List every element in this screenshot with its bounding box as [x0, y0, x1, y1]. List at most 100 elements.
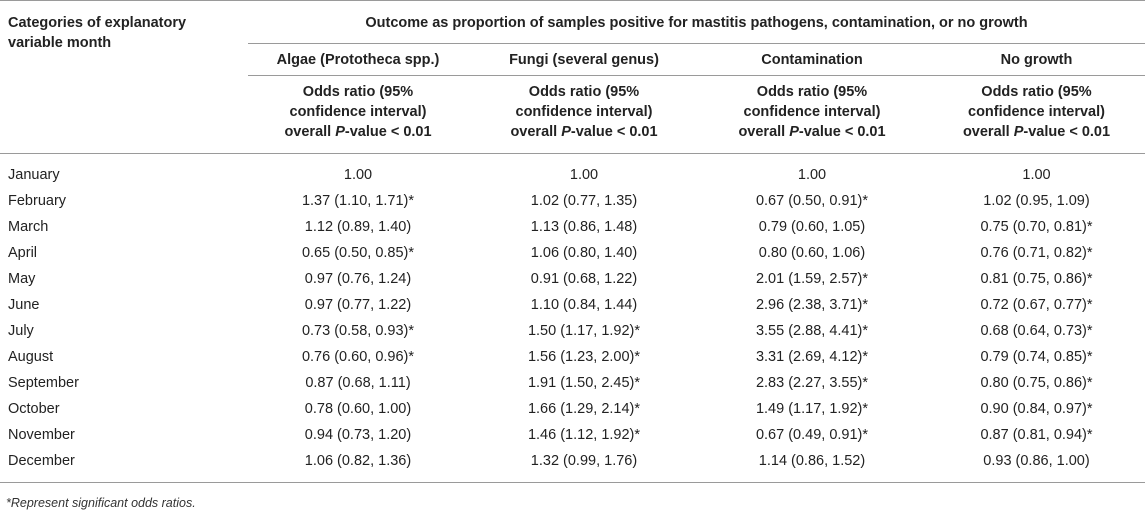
month-cell: November — [8, 427, 75, 443]
table-row: March 1.12 (0.89, 1.40) 1.13 (0.86, 1.48… — [0, 214, 1145, 240]
outcome-underline — [248, 43, 1145, 44]
no-growth-cell: 0.76 (0.71, 0.82)* — [980, 245, 1093, 261]
algae-cell: 0.94 (0.73, 1.20) — [304, 427, 412, 443]
month-cell: October — [8, 401, 60, 417]
column-header-algae: Algae (Prototheca spp.) — [276, 52, 440, 68]
fungi-cell: 1.13 (0.86, 1.48) — [530, 219, 638, 235]
fungi-cell: 1.46 (1.12, 1.92)* — [527, 427, 641, 443]
fungi-cell: 1.02 (0.77, 1.35) — [530, 193, 638, 209]
no-growth-cell: 0.80 (0.75, 0.86)* — [980, 375, 1093, 391]
contamination-cell: 1.49 (1.17, 1.92)* — [755, 401, 869, 417]
contamination-cell: 3.31 (2.69, 4.12)* — [755, 349, 869, 365]
month-cell: January — [8, 167, 60, 183]
row-label-header-line1: Categories of explanatory — [8, 15, 187, 31]
table-row: April 0.65 (0.50, 0.85)* 1.06 (0.80, 1.4… — [0, 240, 1145, 266]
contamination-cell: 2.83 (2.27, 3.55)* — [755, 375, 869, 391]
subheader-line3: overall P-value < 0.01 — [510, 124, 658, 140]
contamination-cell: 0.79 (0.60, 1.05) — [758, 219, 866, 235]
month-cell: September — [8, 375, 79, 391]
algae-cell: 0.97 (0.76, 1.24) — [304, 271, 412, 287]
subheader-algae: Odds ratio (95% confidence interval) ove… — [248, 82, 468, 142]
subheader-line2: confidence interval) — [743, 104, 881, 120]
contamination-cell: 2.01 (1.59, 2.57)* — [755, 271, 869, 287]
algae-cell: 0.97 (0.77, 1.22) — [304, 297, 412, 313]
algae-cell: 0.73 (0.58, 0.93)* — [301, 323, 415, 339]
outcome-title: Outcome as proportion of samples positiv… — [365, 15, 1028, 31]
no-growth-cell: 0.90 (0.84, 0.97)* — [980, 401, 1093, 417]
table-row: February 1.37 (1.10, 1.71)* 1.02 (0.77, … — [0, 188, 1145, 214]
contamination-cell: 0.67 (0.49, 0.91)* — [755, 427, 869, 443]
column-header-fungi: Fungi (several genus) — [509, 52, 659, 68]
subheader-fungi: Odds ratio (95% confidence interval) ove… — [474, 82, 694, 142]
no-growth-cell: 0.93 (0.86, 1.00) — [983, 453, 1090, 469]
fungi-cell: 0.91 (0.68, 1.22) — [530, 271, 638, 287]
month-cell: April — [8, 245, 38, 261]
month-cell: June — [8, 297, 40, 313]
subheader-line1: Odds ratio (95% — [302, 84, 414, 100]
footnote: *Represent significant odds ratios. — [6, 496, 196, 510]
month-cell: July — [8, 323, 34, 339]
subheader-line2: confidence interval) — [968, 104, 1105, 120]
column-header-contamination: Contamination — [761, 52, 863, 68]
fungi-cell: 1.32 (0.99, 1.76) — [530, 453, 638, 469]
subheader-line1: Odds ratio (95% — [981, 84, 1092, 100]
month-cell: March — [8, 219, 49, 235]
subheader-line3: overall P-value < 0.01 — [738, 124, 886, 140]
algae-cell: 0.87 (0.68, 1.11) — [305, 375, 411, 391]
top-rule — [0, 0, 1145, 1]
no-growth-cell: 0.87 (0.81, 0.94)* — [980, 427, 1093, 443]
no-growth-cell: 0.81 (0.75, 0.86)* — [980, 271, 1093, 287]
fungi-cell: 1.91 (1.50, 2.45)* — [527, 375, 641, 391]
fungi-cell: 1.66 (1.29, 2.14)* — [527, 401, 641, 417]
table-row: August 0.76 (0.60, 0.96)* 1.56 (1.23, 2.… — [0, 344, 1145, 370]
subheader-line2: confidence interval) — [515, 104, 653, 120]
fungi-cell: 1.10 (0.84, 1.44) — [530, 297, 638, 313]
table-row: June 0.97 (0.77, 1.22) 1.10 (0.84, 1.44)… — [0, 292, 1145, 318]
subheader-line1: Odds ratio (95% — [756, 84, 868, 100]
subheader-line2: confidence interval) — [289, 104, 427, 120]
no-growth-cell: 0.68 (0.64, 0.73)* — [980, 323, 1093, 339]
algae-cell: 0.78 (0.60, 1.00) — [304, 401, 412, 417]
month-cell: May — [8, 271, 36, 287]
row-label-header-line2: variable month — [8, 35, 112, 51]
column-header-underline — [248, 75, 1145, 76]
table-row: October 0.78 (0.60, 1.00) 1.66 (1.29, 2.… — [0, 396, 1145, 422]
contamination-cell: 3.55 (2.88, 4.41)* — [755, 323, 869, 339]
table-row: September 0.87 (0.68, 1.11) 1.91 (1.50, … — [0, 370, 1145, 396]
contamination-cell: 1.00 — [797, 167, 827, 183]
contamination-cell: 2.96 (2.38, 3.71)* — [755, 297, 869, 313]
no-growth-cell: 1.00 — [1022, 167, 1051, 183]
table-row: December 1.06 (0.82, 1.36) 1.32 (0.99, 1… — [0, 448, 1145, 474]
header-bottom-rule — [0, 153, 1145, 154]
no-growth-cell: 0.72 (0.67, 0.77)* — [980, 297, 1093, 313]
table-row: January 1.00 1.00 1.00 1.00 — [0, 162, 1145, 188]
month-cell: December — [8, 453, 75, 469]
contamination-cell: 1.14 (0.86, 1.52) — [758, 453, 866, 469]
table-row: July 0.73 (0.58, 0.93)* 1.50 (1.17, 1.92… — [0, 318, 1145, 344]
algae-cell: 1.12 (0.89, 1.40) — [304, 219, 412, 235]
subheader-line1: Odds ratio (95% — [528, 84, 640, 100]
table-row: May 0.97 (0.76, 1.24) 0.91 (0.68, 1.22) … — [0, 266, 1145, 292]
subheader-line3: overall P-value < 0.01 — [962, 124, 1111, 140]
column-header-no-growth: No growth — [1000, 52, 1073, 68]
month-cell: February — [8, 193, 67, 209]
fungi-cell: 1.00 — [569, 167, 599, 183]
subheader-no-growth: Odds ratio (95% confidence interval) ove… — [928, 82, 1145, 142]
fungi-cell: 1.50 (1.17, 1.92)* — [527, 323, 641, 339]
algae-cell: 0.76 (0.60, 0.96)* — [301, 349, 415, 365]
algae-cell: 1.37 (1.10, 1.71)* — [301, 193, 415, 209]
algae-cell: 0.65 (0.50, 0.85)* — [301, 245, 415, 261]
contamination-cell: 0.67 (0.50, 0.91)* — [755, 193, 869, 209]
fungi-cell: 1.06 (0.80, 1.40) — [530, 245, 638, 261]
bottom-rule — [0, 482, 1145, 483]
month-cell: August — [8, 349, 54, 365]
subheader-contamination: Odds ratio (95% confidence interval) ove… — [700, 82, 924, 142]
no-growth-cell: 1.02 (0.95, 1.09) — [983, 193, 1090, 209]
no-growth-cell: 0.79 (0.74, 0.85)* — [980, 349, 1093, 365]
algae-cell: 1.00 — [343, 167, 373, 183]
contamination-cell: 0.80 (0.60, 1.06) — [758, 245, 866, 261]
no-growth-cell: 0.75 (0.70, 0.81)* — [980, 219, 1093, 235]
subheader-line3: overall P-value < 0.01 — [284, 124, 432, 140]
algae-cell: 1.06 (0.82, 1.36) — [304, 453, 412, 469]
